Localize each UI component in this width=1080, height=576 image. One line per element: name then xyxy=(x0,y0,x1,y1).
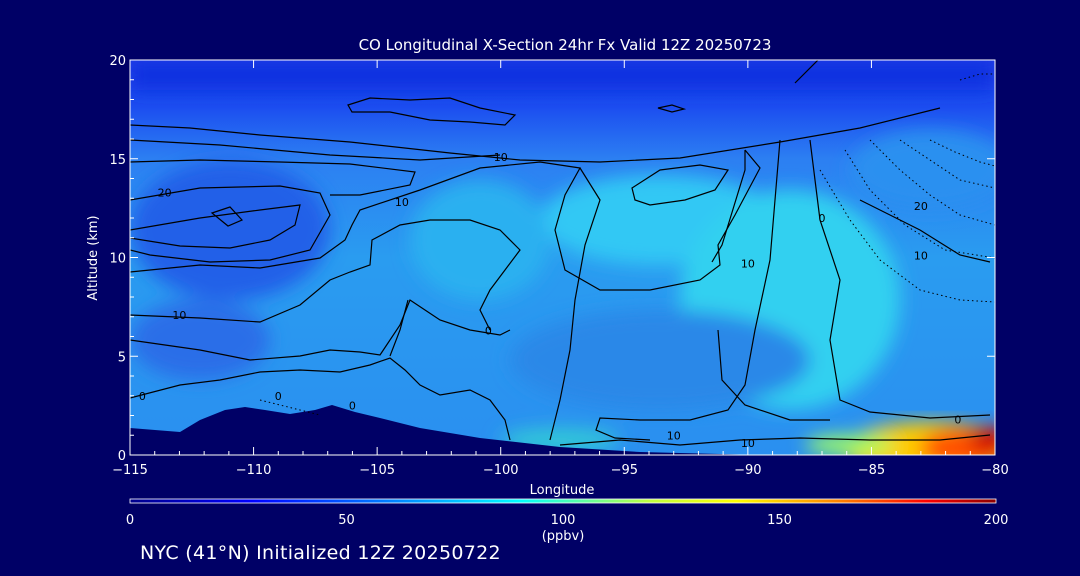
y-tick-label: 10 xyxy=(109,252,126,267)
colorbar-frame xyxy=(129,498,997,504)
concentration-patches xyxy=(130,60,995,452)
y-tick-label: 0 xyxy=(118,449,126,464)
surface-hotspot xyxy=(805,422,995,455)
x-tick-label: −95 xyxy=(611,463,638,478)
contour-label: 0 xyxy=(819,212,826,225)
colorbar-tick-label: 50 xyxy=(338,513,355,528)
contour-label: 10 xyxy=(741,437,755,450)
contour-label: 0 xyxy=(275,390,282,403)
contour-label: 10 xyxy=(395,196,409,209)
contour-label: 0 xyxy=(485,325,492,338)
x-tick-label: −105 xyxy=(359,463,395,478)
contour-labels: 20 10 0 0 0 10 0 10 10 10 10 0 20 10 0 xyxy=(139,151,962,450)
contour-label: 0 xyxy=(139,390,146,403)
colorbar-tick-label: 100 xyxy=(551,513,576,528)
negative-contour-lines xyxy=(259,73,995,416)
plot-area xyxy=(130,60,995,455)
colorbar-tick-label: 200 xyxy=(984,513,1009,528)
x-axis-label: Longitude xyxy=(530,483,595,498)
y-axis: 0 5 10 15 20 xyxy=(109,54,995,464)
contour-label: 10 xyxy=(667,429,681,442)
y-tick-label: 5 xyxy=(118,350,126,365)
contour-label: 20 xyxy=(914,200,928,213)
x-tick-label: −110 xyxy=(236,463,272,478)
terrain xyxy=(130,405,995,455)
contour-label: 10 xyxy=(741,257,755,270)
x-tick-label: −115 xyxy=(112,463,148,478)
contour-label: 0 xyxy=(349,400,356,413)
colorbar xyxy=(130,499,996,503)
contour-label: 20 xyxy=(158,186,172,199)
contour-label: 10 xyxy=(914,250,928,263)
colorbar-tick-label: 0 xyxy=(126,513,134,528)
contour-label: 10 xyxy=(494,151,508,164)
colorbar-ticks: 0 50 100 150 200 xyxy=(126,513,1009,528)
x-axis: −115 −110 −105 −100 −95 −90 −85 −80 xyxy=(112,60,1009,478)
y-tick-label: 20 xyxy=(109,54,126,69)
x-tick-label: −100 xyxy=(483,463,519,478)
colorbar-tick-label: 150 xyxy=(767,513,792,528)
colorbar-unit: (ppbv) xyxy=(542,529,585,544)
x-tick-label: −90 xyxy=(734,463,761,478)
chart-title: CO Longitudinal X-Section 24hr Fx Valid … xyxy=(359,36,772,54)
footer-caption: NYC (41°N) Initialized 12Z 20250722 xyxy=(140,542,501,564)
contour-label: 10 xyxy=(172,309,186,322)
y-axis-label: Altitude (km) xyxy=(86,215,101,300)
contour-label: 0 xyxy=(954,413,961,426)
contour-lines xyxy=(130,60,991,446)
x-tick-label: −80 xyxy=(981,463,1008,478)
y-tick-label: 15 xyxy=(109,153,126,168)
x-tick-label: −85 xyxy=(858,463,885,478)
